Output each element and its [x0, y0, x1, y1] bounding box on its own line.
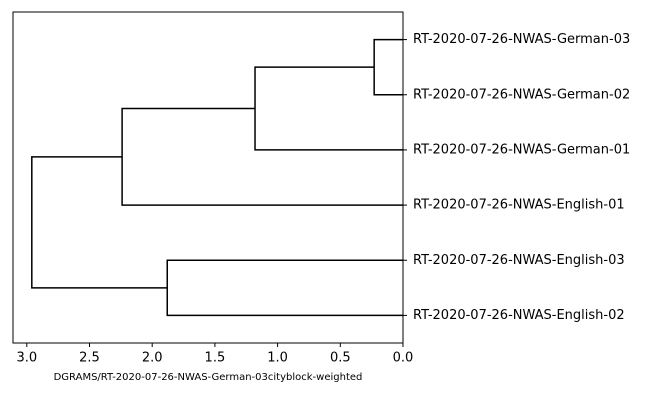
x-tick-label: 0.0 [393, 351, 414, 366]
dendrogram-link [166, 259, 403, 317]
leaf-label: RT-2020-07-26-NWAS-English-01 [413, 198, 625, 213]
dendrogram-link [254, 66, 403, 151]
leaf-label: RT-2020-07-26-NWAS-English-03 [413, 253, 625, 268]
x-axis-label: DGRAMS/RT-2020-07-26-NWAS-German-03cityb… [54, 372, 363, 383]
x-tick-label: 1.5 [205, 351, 226, 366]
x-tick-label: 2.0 [142, 351, 163, 366]
x-tick-label: 0.5 [330, 351, 351, 366]
x-tick-label: 1.0 [267, 351, 288, 366]
dendrogram-link [373, 38, 403, 96]
x-tick-label: 3.0 [16, 351, 37, 366]
dendrogram-link [31, 156, 168, 289]
leaf-label: RT-2020-07-26-NWAS-German-01 [413, 142, 630, 157]
leaf-label: RT-2020-07-26-NWAS-German-03 [413, 32, 630, 47]
dendrogram-link [121, 107, 403, 206]
leaf-label: RT-2020-07-26-NWAS-German-02 [413, 87, 630, 102]
plot-frame [12, 11, 404, 344]
leaf-label: RT-2020-07-26-NWAS-English-02 [413, 308, 625, 323]
x-tick-label: 2.5 [79, 351, 100, 366]
